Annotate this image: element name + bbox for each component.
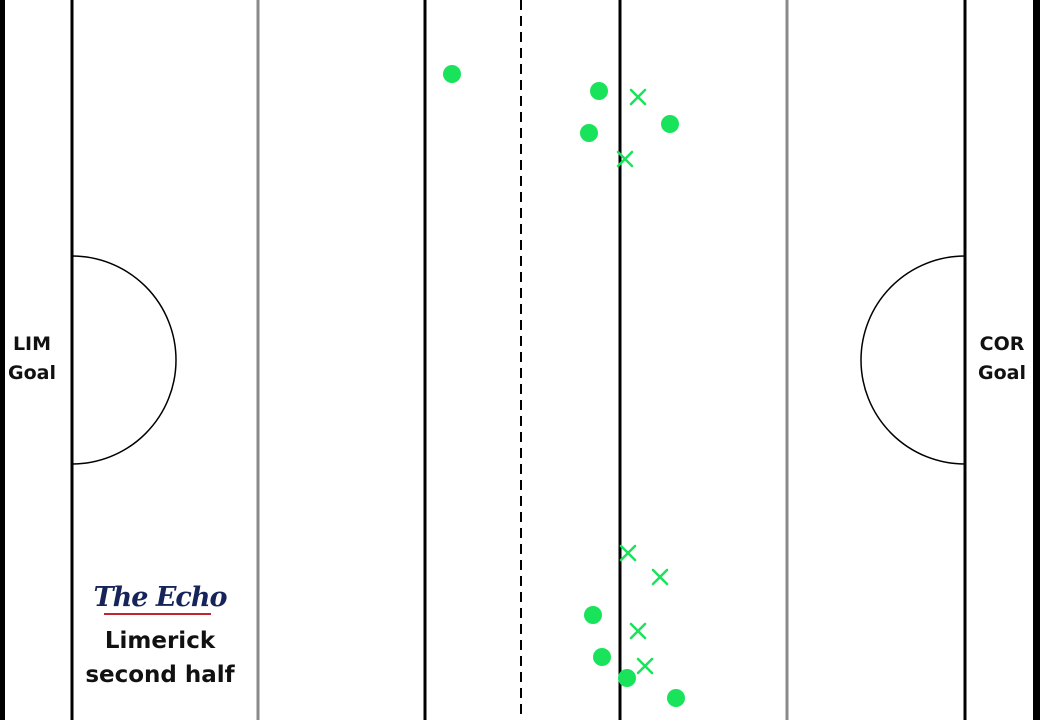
left-goal-label: LIM Goal (8, 333, 56, 384)
shot-point-dot (580, 124, 598, 142)
shot-point-dot (443, 65, 461, 83)
chart-caption: Limerick second half (70, 624, 250, 692)
left-sideline (0, 0, 5, 720)
left-d-arc (71, 255, 177, 465)
caption-line-2: second half (85, 662, 235, 688)
shot-wide-cross (651, 568, 669, 586)
shot-markers (443, 65, 685, 707)
shot-wide-cross (636, 657, 654, 675)
right-d-arc (860, 255, 966, 465)
shot-wide-cross (629, 622, 647, 640)
shot-point-dot (590, 82, 608, 100)
right-sideline (1033, 0, 1040, 720)
right-goal-label: COR Goal (978, 333, 1026, 384)
caption-line-1: Limerick (104, 628, 216, 654)
shot-point-dot (593, 648, 611, 666)
shot-point-dot (584, 606, 602, 624)
shot-wide-cross (619, 544, 637, 562)
shot-point-dot (661, 115, 679, 133)
brand-logo-underline (104, 613, 211, 615)
brand-logo: The Echo (93, 582, 228, 613)
shot-wide-cross (629, 88, 647, 106)
shot-point-dot (618, 669, 636, 687)
shot-wide-cross (616, 150, 634, 168)
shot-point-dot (667, 689, 685, 707)
